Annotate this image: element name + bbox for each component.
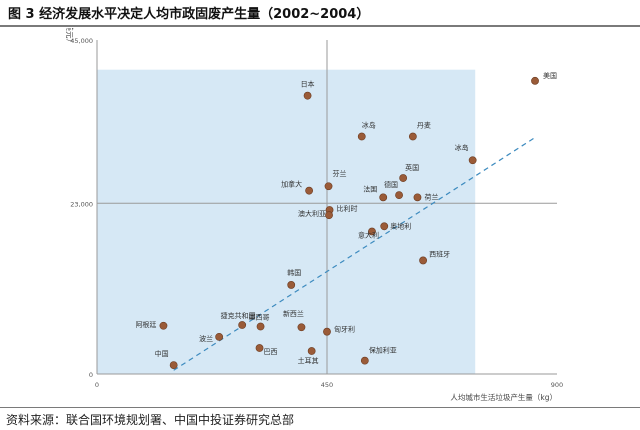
point-label: 新西兰 [283, 309, 304, 318]
data-point [324, 182, 333, 191]
data-point [307, 347, 316, 355]
data-point [395, 191, 403, 200]
point-label: 韩国 [287, 268, 301, 277]
data-point [255, 344, 264, 352]
point-label: 保加利亚 [369, 346, 397, 355]
source-note: 资料来源：联合国环境规划署、中国中投证券研究总部 [6, 413, 295, 427]
data-point [297, 323, 306, 332]
data-point [368, 227, 376, 236]
data-point [323, 327, 331, 336]
point-label: 波兰 [199, 334, 213, 343]
point-label: 墨西哥 [249, 313, 270, 321]
title-bar: 图 3 经济发展水平决定人均市政固废产生量（2002~2004） [0, 0, 640, 24]
data-point [256, 322, 265, 331]
point-label: 荷兰 [424, 192, 438, 201]
x-tick-label: 450 [321, 381, 333, 389]
point-label: 加拿大 [281, 180, 302, 189]
point-label: 芬兰 [333, 169, 347, 178]
x-tick-label: 900 [551, 381, 563, 389]
scatter-chart: 0 23,000 45,000 0 450 900 人均城市生活垃圾产生量（kg） 人均GDP… [65, 28, 563, 402]
source-rule [0, 407, 640, 408]
data-point [238, 321, 247, 329]
point-label: 匈牙利 [334, 325, 355, 334]
point-label: 英国 [405, 163, 419, 172]
point-label: 法国 [363, 184, 377, 193]
x-tick-label: 0 [95, 381, 99, 389]
point-label: 意大利 [358, 230, 379, 239]
data-point [215, 332, 224, 341]
point-label: 奥地利 [390, 221, 411, 230]
data-point [399, 174, 408, 182]
data-point [325, 211, 333, 220]
data-point [419, 256, 427, 265]
data-point [303, 91, 312, 100]
data-point [413, 193, 422, 202]
y-tick-label: 45,000 [70, 37, 93, 45]
point-label: 捷克共和国 [221, 311, 256, 320]
data-point [159, 321, 168, 330]
shaded-region [97, 69, 476, 374]
point-label: 西班牙 [429, 249, 450, 258]
y-axis-label: 人均GDP（美元） [65, 28, 75, 46]
figure-title: 图 3 经济发展水平决定人均市政固废产生量（2002~2004） [8, 7, 370, 22]
data-point [305, 186, 314, 195]
point-label: 中国 [155, 349, 169, 358]
data-point [380, 222, 389, 231]
point-label: 德国 [384, 180, 398, 189]
y-tick-label: 0 [89, 371, 93, 379]
point-label: 冰岛 [362, 120, 376, 129]
data-point [357, 132, 366, 141]
data-point [408, 132, 417, 141]
point-label: 巴西 [264, 348, 278, 356]
data-point [360, 356, 369, 365]
point-label: 土耳其 [298, 356, 319, 365]
data-point [287, 281, 296, 289]
point-label: 日本 [301, 80, 315, 89]
point-label: 美国 [543, 71, 557, 80]
point-label: 澳大利亚 [298, 209, 326, 218]
y-tick-label: 23,000 [70, 200, 93, 208]
data-point [468, 156, 477, 165]
x-axis-label: 人均城市生活垃圾产生量（kg） [450, 392, 557, 402]
point-label: 丹麦 [417, 120, 431, 129]
point-label: 阿根廷 [135, 320, 156, 329]
point-label: 冰岛 [455, 143, 469, 152]
data-point [379, 193, 388, 202]
data-point [169, 361, 178, 369]
point-label: 比利时 [337, 204, 358, 213]
data-point [531, 76, 539, 85]
title-rule [0, 25, 640, 27]
